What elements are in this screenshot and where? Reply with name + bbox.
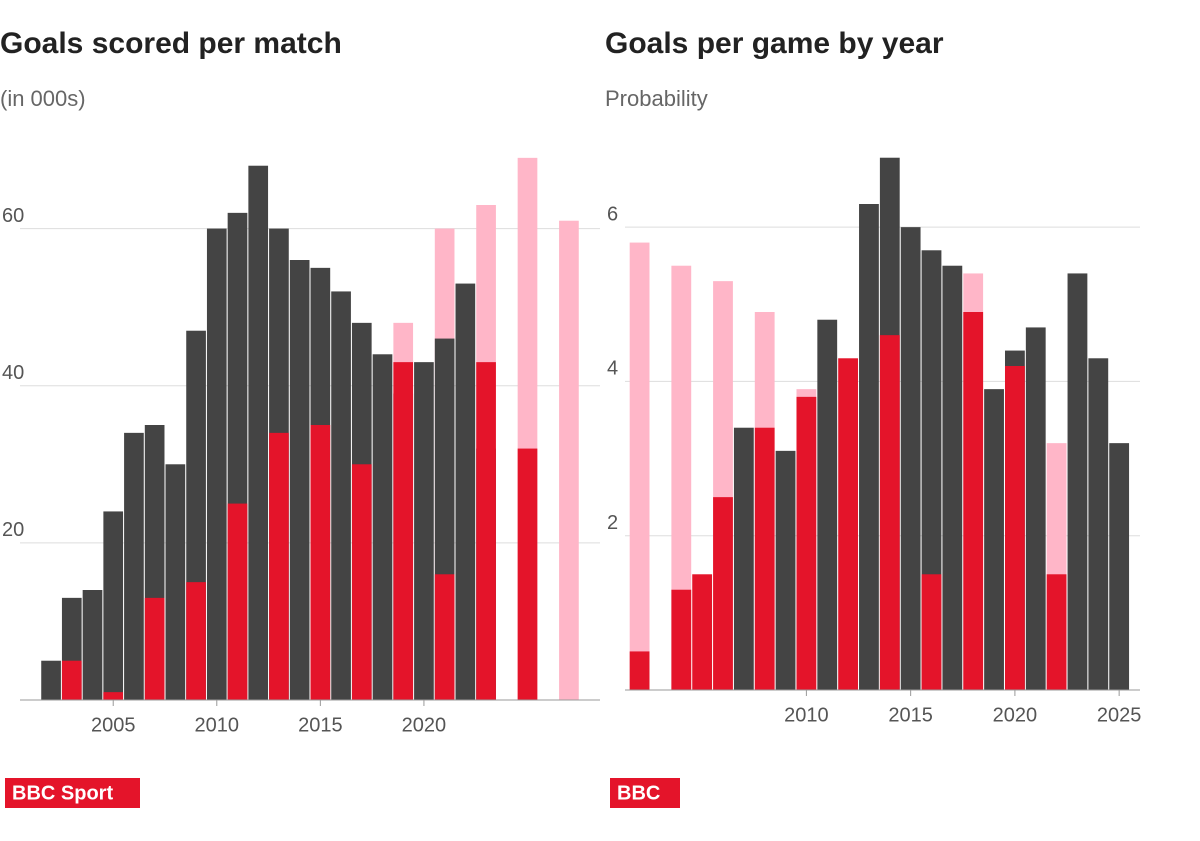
bar bbox=[692, 574, 713, 690]
bar bbox=[103, 511, 124, 700]
x-tick-label: 2015 bbox=[298, 714, 343, 736]
bar bbox=[754, 427, 775, 690]
footer-badge bbox=[610, 778, 680, 808]
bar bbox=[1109, 443, 1130, 690]
bar bbox=[124, 432, 144, 700]
bar bbox=[984, 389, 1004, 690]
bar bbox=[921, 574, 942, 690]
bar bbox=[227, 503, 248, 700]
bar bbox=[963, 312, 984, 690]
bar bbox=[713, 497, 733, 690]
footer-label: BBC Sport bbox=[12, 782, 113, 804]
footer-label: BBC bbox=[617, 782, 660, 804]
chart-title: Goals per game by year bbox=[605, 27, 944, 60]
x-tick-label: 2020 bbox=[993, 704, 1038, 726]
x-tick-label: 2020 bbox=[402, 714, 447, 736]
bar bbox=[476, 362, 496, 700]
bar bbox=[351, 464, 372, 700]
bar bbox=[372, 354, 393, 700]
x-tick-label: 2010 bbox=[784, 704, 829, 726]
bar bbox=[1067, 273, 1088, 690]
bar bbox=[796, 396, 817, 690]
chart-subtitle: (in 000s) bbox=[0, 86, 86, 111]
x-tick-label: 2025 bbox=[1097, 704, 1142, 726]
bar bbox=[310, 425, 331, 700]
bar bbox=[629, 651, 650, 690]
y-tick-label: 6 bbox=[607, 203, 618, 225]
bar bbox=[61, 660, 82, 700]
bar bbox=[517, 448, 538, 700]
bar bbox=[434, 574, 455, 700]
bar bbox=[144, 597, 165, 700]
chart-title: Goals scored per match bbox=[0, 27, 342, 60]
x-tick-label: 2015 bbox=[888, 704, 933, 726]
bar bbox=[186, 582, 206, 700]
bar bbox=[82, 590, 103, 700]
bar bbox=[629, 242, 650, 691]
bar bbox=[671, 589, 692, 690]
bar bbox=[1046, 574, 1067, 690]
bar bbox=[942, 265, 963, 690]
bar bbox=[165, 464, 186, 700]
bar bbox=[41, 660, 61, 700]
x-tick-label: 2010 bbox=[195, 714, 240, 736]
footer-badge bbox=[5, 778, 140, 808]
bar bbox=[331, 291, 351, 700]
bar bbox=[206, 228, 227, 701]
y-tick-label: 20 bbox=[2, 519, 24, 541]
bar bbox=[269, 432, 289, 700]
bar bbox=[455, 283, 476, 700]
bar bbox=[248, 165, 269, 700]
bar bbox=[103, 692, 124, 700]
y-tick-label: 60 bbox=[2, 205, 24, 227]
bar bbox=[393, 362, 414, 700]
bar bbox=[817, 319, 838, 690]
bar bbox=[733, 427, 754, 690]
bar bbox=[859, 204, 879, 690]
bar bbox=[879, 335, 900, 690]
bar bbox=[775, 450, 796, 690]
chart-subtitle: Probability bbox=[605, 86, 708, 111]
bar bbox=[1088, 358, 1109, 690]
bar bbox=[900, 227, 921, 690]
x-tick-label: 2005 bbox=[91, 714, 136, 736]
bar bbox=[559, 220, 579, 700]
bar bbox=[289, 260, 310, 700]
bar bbox=[414, 362, 434, 700]
bar bbox=[1004, 366, 1025, 690]
bar bbox=[838, 358, 859, 690]
y-tick-label: 4 bbox=[607, 358, 618, 380]
bar bbox=[671, 265, 692, 690]
y-tick-label: 2 bbox=[607, 512, 618, 534]
bar bbox=[1025, 327, 1046, 690]
y-tick-label: 40 bbox=[2, 362, 24, 384]
